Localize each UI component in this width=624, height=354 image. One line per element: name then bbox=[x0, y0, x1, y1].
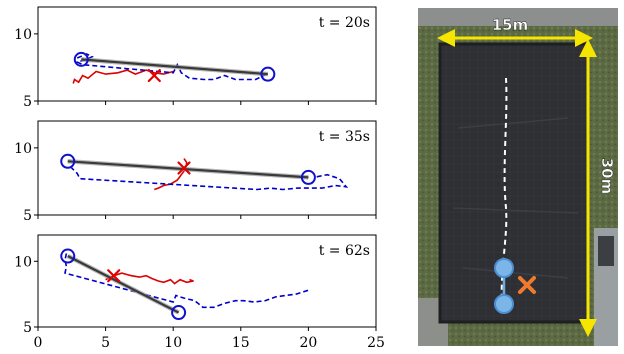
anchor-node bbox=[260, 66, 276, 82]
x-tick-label: 5 bbox=[101, 335, 110, 351]
anchor-node bbox=[60, 153, 76, 169]
anchor-node bbox=[300, 169, 316, 185]
red-trajectory bbox=[105, 272, 194, 285]
blue-trajectory bbox=[69, 166, 349, 191]
anchor-node bbox=[60, 248, 76, 264]
aerial-net-enclosure bbox=[438, 42, 590, 324]
y-tick-label: 10 bbox=[14, 27, 32, 43]
plot-frame bbox=[37, 120, 377, 216]
y-tick-label: 5 bbox=[23, 208, 32, 224]
blue-trajectory bbox=[64, 253, 309, 309]
panel-2: 10 5 t = 35s bbox=[14, 120, 377, 224]
estimate-stroke bbox=[147, 68, 161, 83]
x-tick-label: 10 bbox=[164, 335, 182, 351]
x-tick-label: 20 bbox=[299, 335, 317, 351]
aerial-building-roof bbox=[598, 236, 614, 266]
x-tick-label: 15 bbox=[232, 335, 250, 351]
anchor-node bbox=[73, 51, 89, 67]
y-tick-label: 5 bbox=[23, 94, 32, 110]
aerial-node-2 bbox=[494, 294, 514, 314]
node-link bbox=[81, 58, 268, 76]
y-tick-label: 10 bbox=[14, 254, 32, 270]
aerial-node-1 bbox=[494, 258, 514, 278]
aerial-net-seams bbox=[452, 117, 579, 279]
time-label: t = 62s bbox=[319, 243, 370, 259]
aerial-estimate-marker bbox=[518, 276, 536, 294]
x-tick-label: 0 bbox=[34, 335, 43, 351]
estimate-marker bbox=[177, 161, 191, 175]
width-label: 15m bbox=[492, 16, 529, 34]
time-label: t = 20s bbox=[319, 15, 370, 31]
red-trajectory bbox=[72, 69, 174, 84]
estimate-stroke bbox=[107, 269, 121, 283]
estimate-marker bbox=[107, 269, 121, 283]
panel-1: 10 5 t = 20s bbox=[14, 6, 377, 110]
estimate-marker bbox=[147, 68, 161, 83]
plot-frame bbox=[37, 6, 377, 102]
y-tick-label: 5 bbox=[23, 320, 32, 336]
plot-frame bbox=[37, 234, 377, 328]
aerial-road bbox=[418, 8, 618, 26]
node-link bbox=[67, 255, 180, 314]
estimate-stroke bbox=[177, 161, 191, 175]
height-label: 30m bbox=[598, 158, 616, 195]
aerial-view: 15m 30m bbox=[418, 8, 618, 346]
y-tick-label: 10 bbox=[14, 141, 32, 157]
node-link bbox=[67, 160, 309, 179]
time-label: t = 35s bbox=[319, 129, 370, 145]
x-tick-label: 25 bbox=[367, 335, 385, 351]
anchor-node bbox=[171, 305, 187, 321]
